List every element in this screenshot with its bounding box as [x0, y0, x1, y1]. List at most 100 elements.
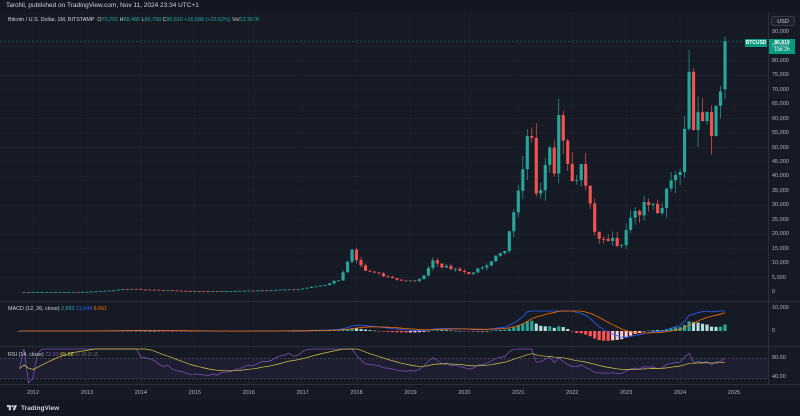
- candle-body: [197, 291, 201, 292]
- candle-body: [170, 290, 174, 291]
- candle-body: [89, 291, 93, 293]
- rsi-divider[interactable]: [0, 346, 800, 347]
- chart-area[interactable]: [0, 12, 768, 384]
- macd-histogram-bar: [377, 331, 381, 332]
- macd-histogram-bar: [656, 330, 660, 331]
- candle-body: [238, 290, 242, 292]
- candle-body: [485, 265, 489, 268]
- macd-histogram-bar: [395, 331, 399, 333]
- high-value: 88,480: [123, 17, 140, 23]
- currency-button[interactable]: USD: [771, 16, 795, 26]
- macd-histogram-bar: [148, 330, 152, 332]
- last-price-tag: 86,819 19d 2h: [769, 39, 795, 54]
- candle-body: [211, 291, 215, 292]
- macd-histogram-bar: [139, 330, 143, 332]
- candle-body: [552, 147, 556, 174]
- candle-body: [116, 289, 120, 291]
- macd-line-value: 11,544: [76, 306, 93, 312]
- candle-body: [372, 271, 377, 273]
- candle-body: [440, 263, 444, 268]
- vol-value: 13.367K: [239, 17, 260, 23]
- macd-histogram-bar: [566, 329, 570, 331]
- publisher-line: TaroNl, published on TradingView.com, No…: [6, 2, 199, 9]
- macd-histogram-bar: [359, 328, 363, 331]
- candle-body: [399, 279, 404, 281]
- macd-histogram-bar: [426, 331, 431, 332]
- rsi-band: [0, 358, 768, 379]
- macd-histogram-bar: [669, 328, 673, 331]
- macd-histogram-bar: [561, 327, 565, 331]
- candle-body: [404, 280, 408, 282]
- macd-histogram-bar: [638, 331, 642, 333]
- tradingview-logo[interactable]: TradingView: [6, 403, 59, 413]
- candle-body: [67, 291, 71, 293]
- candle-body: [413, 280, 417, 282]
- candle-body: [417, 279, 422, 282]
- price-scale-label: 25,000: [772, 216, 789, 223]
- candle-body: [62, 291, 67, 293]
- candle-body: [22, 291, 26, 293]
- tradingview-brand: TradingView: [21, 404, 60, 412]
- candle-body: [471, 272, 475, 275]
- rsi-placeholders: ∅ ∅ ∅ ∅: [75, 352, 99, 358]
- macd-histogram-bar: [534, 323, 538, 331]
- candle-body: [408, 280, 413, 282]
- macd-histogram-bar: [323, 330, 327, 332]
- chart-canvas[interactable]: [0, 12, 768, 384]
- candle-body: [512, 212, 516, 232]
- symbol-tag: BTCUSD: [745, 39, 767, 47]
- candle-body: [94, 291, 98, 293]
- macd-divider[interactable]: [0, 301, 800, 302]
- candle-body: [310, 286, 314, 288]
- candle-body: [534, 137, 538, 194]
- macd-histogram-bar: [570, 331, 574, 332]
- price-scale[interactable]: [768, 12, 800, 384]
- candle-body: [179, 290, 183, 292]
- candle-body: [157, 289, 161, 291]
- macd-histogram-bar: [525, 321, 529, 331]
- candle-body: [368, 270, 372, 272]
- macd-histogram-bar: [530, 320, 534, 331]
- candle-body: [166, 290, 170, 291]
- macd-histogram-bar: [498, 329, 502, 331]
- macd-histogram-bar: [328, 330, 332, 332]
- candle-body: [215, 291, 219, 292]
- candle-body: [130, 288, 134, 290]
- macd-histogram-bar: [143, 330, 147, 332]
- candle-body: [31, 291, 35, 293]
- macd-histogram-bar: [557, 326, 561, 331]
- macd-histogram-bar: [476, 331, 480, 332]
- candle-body: [103, 290, 107, 292]
- price-scale-label: 75,000: [772, 72, 789, 79]
- macd-histogram-bar: [345, 329, 350, 331]
- macd-histogram-bar: [705, 324, 709, 331]
- macd-histogram-bar: [503, 329, 507, 331]
- candle-body: [620, 245, 624, 247]
- macd-histogram-bar: [521, 323, 525, 331]
- candle-body: [539, 190, 543, 194]
- macd-histogram-bar: [417, 331, 422, 333]
- macd-histogram-bar: [381, 331, 386, 332]
- candle-body: [489, 261, 493, 266]
- candle-body: [449, 265, 453, 270]
- rsi-label: RSI (14, close): [8, 352, 44, 358]
- macd-label: MACD (12, 26, close): [8, 306, 60, 312]
- time-axis-year: 2016: [242, 390, 255, 396]
- candle-body: [480, 267, 484, 269]
- candle-body: [314, 286, 318, 288]
- candle-body: [107, 290, 111, 292]
- time-axis-year: 2023: [620, 390, 633, 396]
- macd-histogram-bar: [489, 330, 493, 332]
- candle-body: [696, 112, 700, 131]
- macd-histogram-bar: [372, 330, 377, 332]
- high-label: H: [119, 17, 124, 23]
- macd-signal-line: [19, 310, 726, 334]
- macd-histogram-bar: [319, 330, 323, 332]
- time-axis[interactable]: [0, 384, 800, 400]
- macd-histogram-bar: [597, 331, 601, 341]
- price-scale-label: 30,000: [772, 202, 789, 209]
- rsi-line: [19, 348, 726, 384]
- candle-body: [350, 249, 354, 262]
- footer: [0, 400, 800, 416]
- macd-histogram-bar: [368, 330, 372, 331]
